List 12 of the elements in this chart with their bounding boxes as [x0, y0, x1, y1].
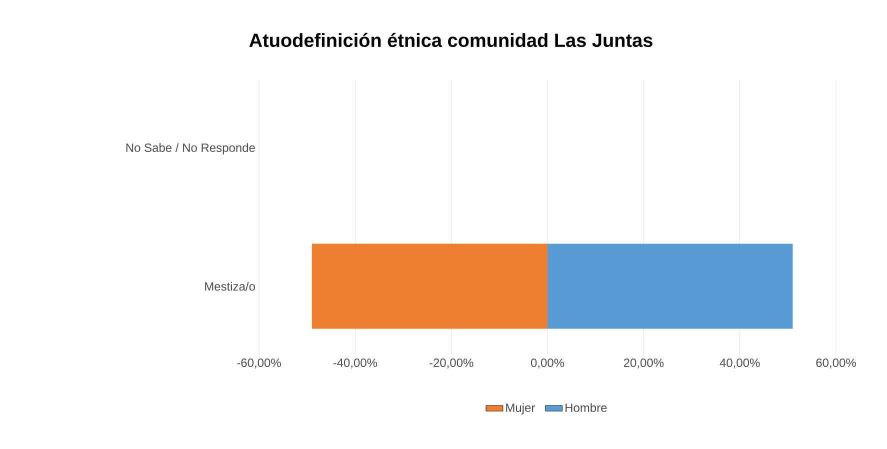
y-tick-label: Mestiza/o	[205, 282, 255, 291]
legend-label: Hombre	[566, 403, 607, 412]
x-tick-label: 20,00%	[624, 358, 664, 368]
chart-title: Atuodefinición étnica comunidad Las Juntas	[249, 32, 652, 48]
legend-label: Mujer	[506, 403, 535, 414]
x-tick-label: 0,00%	[530, 358, 564, 368]
x-tick-label: -40,00%	[333, 358, 378, 368]
x-tick-label: -60,00%	[237, 358, 281, 368]
x-tick-label: 40,00%	[720, 358, 760, 368]
y-tick-label: No Sabe / No Responde	[126, 143, 255, 154]
x-tick-label: -20,00%	[430, 358, 474, 368]
x-tick-label: 60,00%	[816, 358, 856, 368]
